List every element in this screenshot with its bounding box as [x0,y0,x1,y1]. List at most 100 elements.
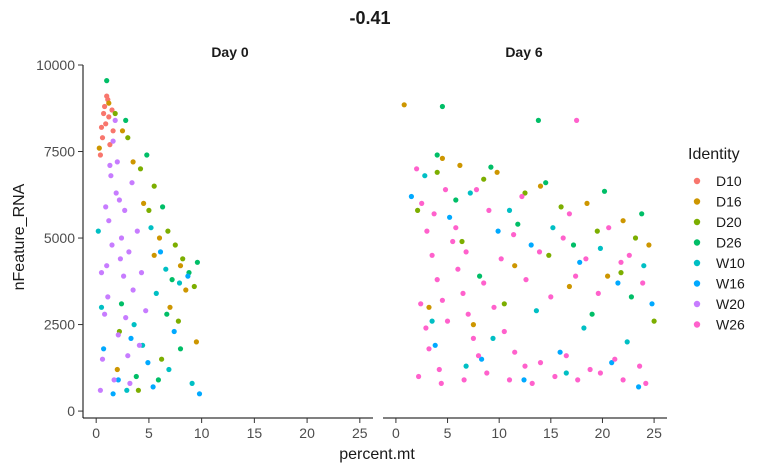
data-point-w16 [196,391,203,397]
data-point-w26 [438,380,444,386]
data-point-w26 [583,256,589,262]
data-point-w26 [465,311,471,317]
data-point-w20 [109,242,115,248]
legend-key-w26 [693,321,701,328]
data-point-w10 [189,380,195,386]
data-point-w20 [123,315,129,321]
data-point-w20 [112,117,118,123]
data-point-w16 [171,328,177,335]
data-point-w26 [439,297,445,303]
data-point-w26 [519,193,525,200]
legend-key-w20 [693,300,701,308]
data-point-w20 [104,263,110,269]
data-point-d10 [103,121,109,127]
data-point-d16 [426,304,432,310]
data-point-d10 [109,107,115,113]
data-point-w26 [510,232,517,238]
data-point-w20 [111,377,117,383]
legend: Identity D10 D16 D20 D26 W10 W16 W20 W26 [688,146,745,333]
data-point-w16 [145,360,151,366]
x-tick-label: 0 [92,425,100,441]
data-point-d26 [488,164,494,170]
data-point-w20 [116,197,122,203]
data-point-d16 [141,200,147,206]
x-tick-label: 20 [595,425,611,441]
data-point-d16 [130,159,136,165]
y-axis: 0 2500 5000 7500 10000 [36,57,84,419]
data-point-w20 [110,138,116,144]
data-point-w20 [105,294,111,300]
data-point-d16 [106,100,112,106]
x-tick-label: 0 [392,425,400,441]
data-point-w26 [475,353,482,359]
data-point-d10 [102,103,108,110]
y-axis-title: nFeature_RNA [11,183,28,290]
data-point-d20 [651,318,657,324]
data-point-w16 [615,280,621,286]
data-point-d20 [159,356,165,362]
data-point-w26 [618,259,624,265]
data-point-w16 [649,301,655,307]
data-point-w20 [97,387,103,393]
legend-key-w16 [693,280,701,287]
data-point-d26 [169,277,175,283]
data-point-d20 [522,190,528,196]
data-point-w20 [143,308,149,314]
y-tick-label: 10000 [36,57,75,73]
data-point-d26 [628,294,635,300]
x-tick-label: 20 [299,425,315,441]
data-point-w20 [125,353,131,359]
data-point-d10 [99,135,106,141]
data-point-w10 [563,370,569,376]
data-point-w20 [127,380,133,386]
data-point-w16 [185,273,191,279]
data-point-d20 [415,207,421,213]
x-tick-label: 15 [247,425,263,441]
data-point-d26 [639,211,645,217]
legend-title: Identity [688,146,740,163]
data-point-w16 [557,349,563,355]
x-tick-label: 5 [444,425,452,441]
data-point-d26 [601,188,608,194]
data-point-w26 [463,249,469,255]
data-point-w20 [138,270,145,276]
legend-key-d16 [693,198,701,205]
data-point-d16 [96,145,102,151]
data-point-w26 [486,207,492,213]
x-tick-label: 10 [491,425,507,441]
data-point-w20 [107,162,113,168]
data-point-w26 [501,328,507,335]
data-point-w26 [566,211,573,217]
data-point-d16 [114,366,120,373]
data-point-w10 [463,363,469,369]
data-point-w10 [641,263,647,269]
data-point-d10 [101,110,107,117]
data-point-w20 [126,249,132,255]
data-point-d26 [453,197,459,203]
data-point-d20 [125,135,131,141]
data-point-w26 [436,366,442,373]
data-point-w26 [595,290,601,296]
data-point-d26 [439,103,445,110]
data-point-d16 [177,263,184,269]
data-point-w10 [163,266,169,272]
data-point-d16 [584,200,590,206]
data-point-w10 [95,228,101,234]
data-point-w16 [447,214,453,220]
data-point-w10 [124,387,130,393]
data-point-w26 [453,225,459,231]
data-point-w16 [528,242,534,248]
data-point-w10 [467,190,473,196]
y-tick-label: 0 [67,403,75,419]
data-point-d10 [107,142,113,148]
data-point-w26 [423,325,429,331]
data-point-w26 [461,377,467,383]
data-point-w16 [157,249,164,255]
data-point-w26 [444,318,451,324]
data-point-w26 [512,349,518,355]
data-point-d26 [589,311,595,317]
legend-key-w10 [693,259,701,267]
data-point-w26 [419,200,425,206]
data-point-w20 [102,311,108,317]
data-point-d20 [618,270,624,276]
